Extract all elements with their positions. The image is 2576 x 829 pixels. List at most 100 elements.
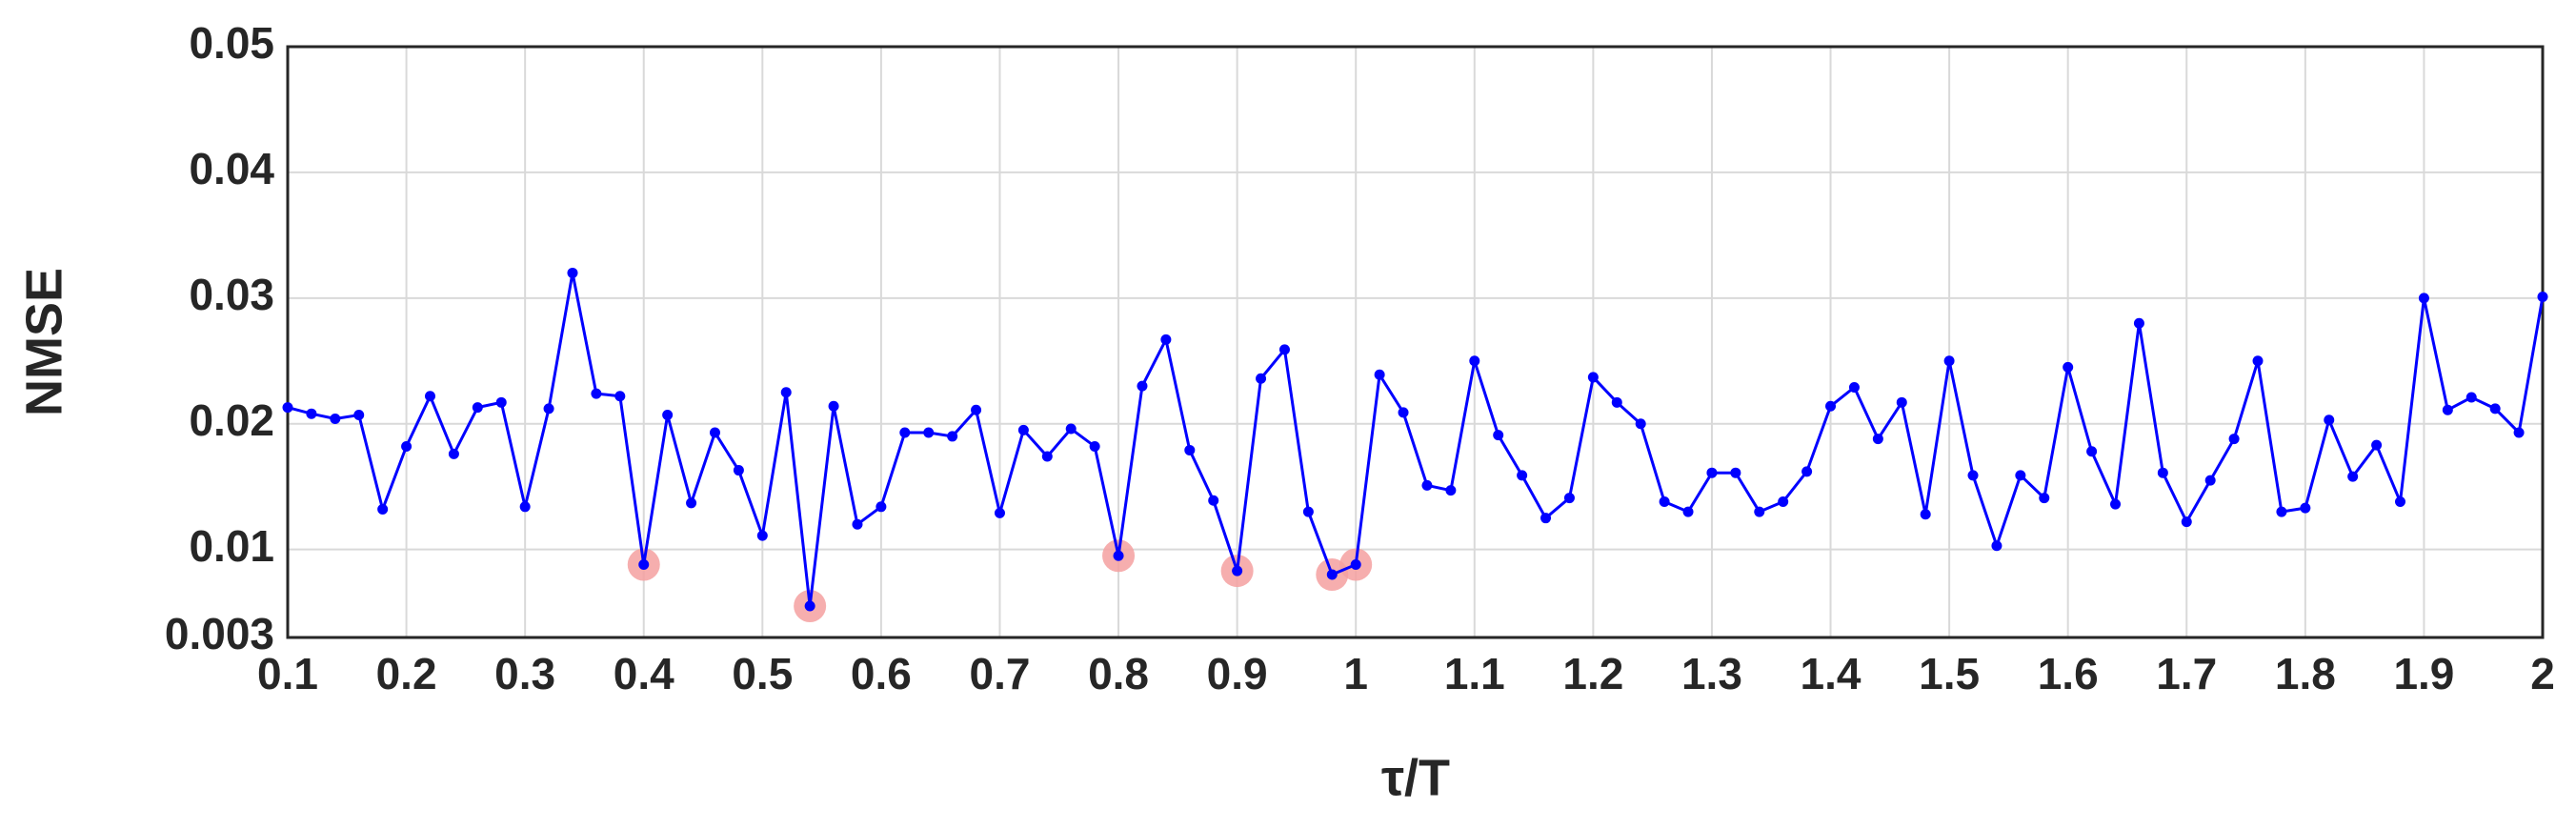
data-point <box>1113 550 1124 561</box>
data-point <box>1659 496 1670 508</box>
data-point <box>1635 418 1646 430</box>
data-point <box>2228 434 2240 445</box>
data-point <box>2133 317 2144 329</box>
x-tick-label: 1.6 <box>2038 649 2099 698</box>
data-point <box>1374 369 1385 380</box>
data-point <box>1469 355 1480 367</box>
data-point <box>1943 355 1955 367</box>
data-point <box>1065 423 1077 435</box>
data-point <box>495 396 507 408</box>
data-point <box>401 440 413 452</box>
data-point <box>1778 496 1789 508</box>
data-point <box>1563 493 1575 504</box>
data-point <box>1517 470 1528 481</box>
data-point <box>2039 493 2050 504</box>
data-point <box>1041 451 1053 462</box>
y-tick-label: 0.05 <box>189 18 274 68</box>
y-tick-label: 0.02 <box>189 395 274 445</box>
data-point <box>2513 427 2525 438</box>
x-axis-label: τ/T <box>1381 749 1450 806</box>
data-point <box>1398 407 1409 418</box>
data-point <box>614 391 626 402</box>
data-point <box>1089 440 1100 452</box>
data-point <box>1801 466 1813 477</box>
data-point <box>756 530 768 541</box>
y-tick-label: 0.03 <box>189 270 274 319</box>
data-point <box>2442 404 2453 415</box>
data-point <box>306 408 317 419</box>
y-tick-label: 0.01 <box>189 521 274 571</box>
x-tick-label: 0.9 <box>1207 649 1268 698</box>
x-tick-label: 0.3 <box>494 649 555 698</box>
data-point <box>971 404 982 415</box>
data-point <box>567 267 578 278</box>
x-tick-label: 0.6 <box>851 649 912 698</box>
data-point <box>377 503 389 515</box>
data-point <box>1967 470 1979 481</box>
data-point <box>448 448 459 459</box>
x-tick-label: 1 <box>1343 649 1368 698</box>
data-point <box>1184 444 1196 455</box>
data-point <box>2418 293 2429 304</box>
x-tick-label: 1.8 <box>2275 649 2336 698</box>
data-point <box>1825 400 1837 412</box>
y-axis-label: NMSE <box>15 268 72 416</box>
x-tick-label: 1.7 <box>2156 649 2217 698</box>
data-point <box>733 465 744 476</box>
data-point <box>1350 558 1361 570</box>
data-point <box>2537 292 2548 303</box>
data-point <box>1256 373 1267 384</box>
data-point <box>899 427 911 438</box>
data-point <box>1493 430 1504 441</box>
data-point <box>709 427 720 438</box>
data-point <box>994 507 1005 518</box>
data-point <box>1920 509 1931 520</box>
data-point <box>1730 467 1741 478</box>
x-tick-label: 0.2 <box>376 649 437 698</box>
data-point <box>424 391 435 402</box>
data-point <box>2157 467 2168 478</box>
x-tick-label: 1.9 <box>2393 649 2454 698</box>
data-point <box>923 427 935 438</box>
data-point <box>1445 485 1457 496</box>
data-point <box>1754 506 1765 517</box>
data-line <box>287 273 2545 607</box>
data-point <box>543 403 554 414</box>
x-tick-label: 1.1 <box>1444 649 1505 698</box>
data-point <box>1137 380 1148 392</box>
x-tick-label: 0.5 <box>732 649 793 698</box>
data-point <box>2252 355 2264 367</box>
data-point <box>1848 381 1860 393</box>
data-point <box>1326 569 1338 580</box>
x-tick-label: 0.1 <box>257 649 318 698</box>
data-point <box>1278 344 1290 355</box>
data-point <box>686 497 697 509</box>
x-tick-label: 2 <box>2530 649 2555 698</box>
data-point <box>2181 516 2192 528</box>
y-tick-label: 0.003 <box>165 609 274 658</box>
data-point <box>2395 496 2406 508</box>
data-point <box>591 388 602 399</box>
data-point <box>2086 446 2098 457</box>
data-point <box>1682 506 1694 517</box>
data-point <box>1232 565 1243 576</box>
x-tick-label: 0.7 <box>969 649 1030 698</box>
data-point <box>2371 439 2383 451</box>
data-point <box>852 518 863 530</box>
data-point <box>875 501 887 513</box>
data-point <box>1896 396 1907 408</box>
data-point <box>472 402 483 414</box>
data-point <box>638 558 650 570</box>
data-point <box>1706 467 1718 478</box>
x-tick-label: 1.4 <box>1801 649 1862 698</box>
data-point <box>2276 506 2287 517</box>
data-point <box>1017 424 1029 435</box>
y-tick-label: 0.04 <box>189 144 274 193</box>
data-point <box>2465 392 2477 403</box>
data-point <box>2300 502 2311 514</box>
data-point <box>1160 334 1172 345</box>
data-point <box>662 410 674 421</box>
data-point <box>2204 475 2216 486</box>
data-point <box>1872 434 1883 445</box>
